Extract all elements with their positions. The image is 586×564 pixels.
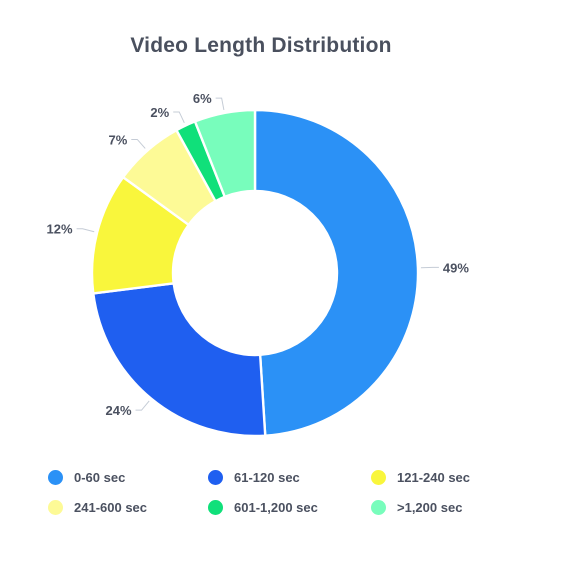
legend-swatch-3 — [48, 500, 63, 515]
leader-line-2 — [76, 228, 95, 233]
legend-item-2: 121-240 sec — [371, 470, 470, 485]
leader-line-3 — [131, 138, 146, 149]
legend-swatch-4 — [208, 500, 223, 515]
leader-line-4 — [173, 111, 185, 124]
data-label-3: 7% — [108, 132, 127, 147]
legend-label-2: 121-240 sec — [397, 470, 471, 485]
legend-label-4: 601-1,200 sec — [234, 500, 318, 515]
legend-label-1: 61-120 sec — [234, 470, 300, 485]
leader-line-5 — [215, 97, 225, 111]
donut-chart: 49% 24% 12% 7% 2% 6% — [47, 91, 469, 438]
legend-swatch-0 — [48, 470, 63, 485]
data-label-1: 24% — [106, 403, 132, 418]
data-label-4: 2% — [150, 105, 169, 120]
data-label-2: 12% — [47, 222, 73, 237]
donut-slice-0 — [253, 108, 420, 437]
data-label-0: 49% — [443, 260, 469, 275]
donut-slice-1 — [91, 281, 267, 438]
legend-swatch-2 — [371, 470, 386, 485]
legend-item-1: 61-120 sec — [208, 470, 300, 485]
legend-label-3: 241-600 sec — [74, 500, 148, 515]
legend-item-3: 241-600 sec — [48, 500, 147, 515]
legend-item-5: >1,200 sec — [371, 500, 462, 515]
legend-item-4: 601-1,200 sec — [208, 500, 318, 515]
legend-label-5: >1,200 sec — [397, 500, 463, 515]
legend-swatch-1 — [208, 470, 223, 485]
donut-slice-5 — [193, 108, 257, 199]
chart-title: Video Length Distribution — [130, 34, 392, 57]
leader-line-1 — [135, 400, 150, 411]
legend-label-0: 0-60 sec — [74, 470, 126, 485]
legend-item-0: 0-60 sec — [48, 470, 125, 485]
legend-swatch-5 — [371, 500, 386, 515]
data-label-5: 6% — [193, 91, 212, 106]
